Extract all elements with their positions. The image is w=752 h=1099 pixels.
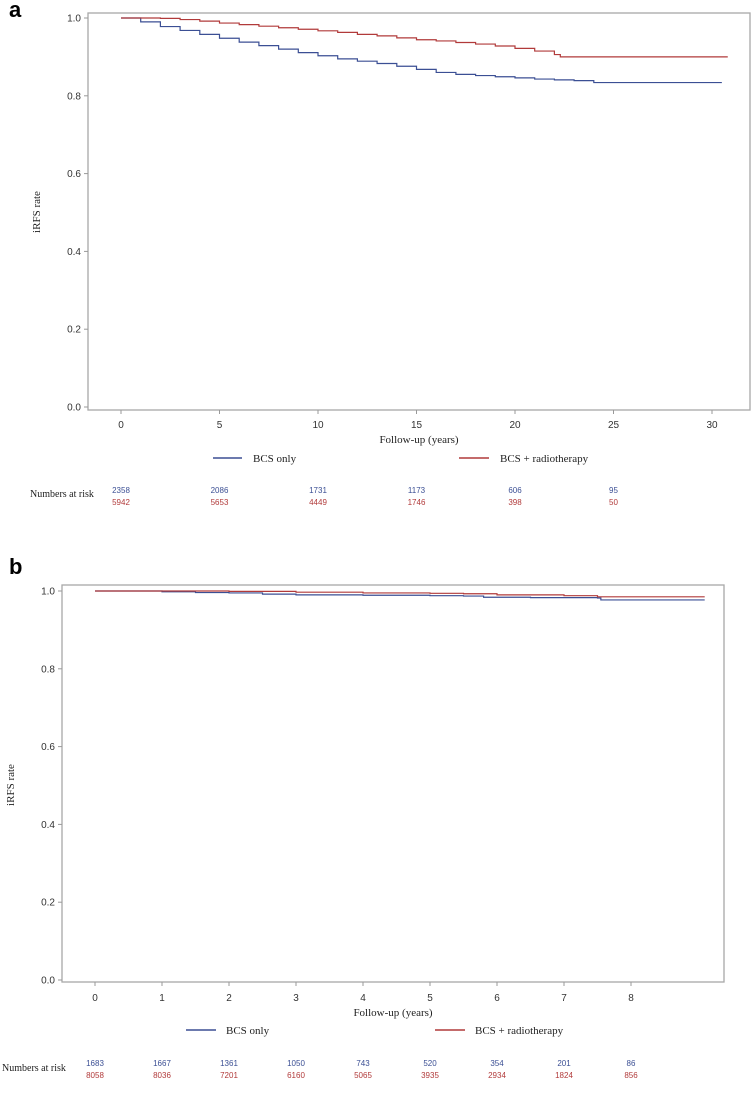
- panel-label-b: b: [9, 554, 23, 579]
- risk-count-bcs-only: 86: [627, 1059, 636, 1068]
- risk-count-bcs-only: 1667: [153, 1059, 171, 1068]
- risk-count-bcs-only: 95: [609, 486, 618, 495]
- curve-bcs-only: [121, 17, 722, 84]
- risk-count-bcs-radiotherapy: 4449: [309, 498, 327, 507]
- risk-count-bcs-radiotherapy: 856: [624, 1071, 638, 1080]
- curve-bcs-radiotherapy: [95, 590, 705, 598]
- risk-count-bcs-only: 1361: [220, 1059, 238, 1068]
- y-tick-label: 0.2: [41, 898, 55, 909]
- risk-count-bcs-radiotherapy: 1824: [555, 1071, 573, 1080]
- x-tick-label: 4: [360, 993, 366, 1004]
- km-chart-a: 0.0 0.2 0.4 0.6 0.8 1.0 0 5 10 15 20 25 30 iRFS rate F…: [30, 12, 751, 507]
- y-tick-label: 0.4: [67, 247, 81, 258]
- x-tick-label: 5: [427, 993, 433, 1004]
- y-axis-title: iRFS rate: [5, 764, 17, 806]
- y-axis-title: iRFS rate: [31, 191, 43, 233]
- numbers-at-risk-label: Numbers at risk: [2, 1063, 66, 1074]
- plot-frame: [61, 584, 725, 983]
- risk-count-bcs-radiotherapy: 5942: [112, 498, 130, 507]
- risk-count-bcs-radiotherapy: 5653: [211, 498, 229, 507]
- x-tick-label: 0: [118, 420, 124, 431]
- risk-count-bcs-only: 606: [508, 486, 522, 495]
- risk-count-bcs-only: 201: [557, 1059, 571, 1068]
- risk-count-bcs-only: 1683: [86, 1059, 104, 1068]
- risk-count-bcs-only: 2086: [211, 486, 229, 495]
- panel-label-a: a: [9, 0, 22, 22]
- y-tick-label: 1.0: [67, 14, 81, 25]
- legend-label-bcs-only: BCS only: [226, 1025, 270, 1037]
- risk-count-bcs-only: 743: [356, 1059, 370, 1068]
- legend-label-bcs-radiotherapy: BCS + radiotherapy: [475, 1025, 564, 1037]
- y-tick-label: 0.8: [41, 664, 55, 675]
- risk-count-bcs-only: 520: [423, 1059, 437, 1068]
- y-tick-label: 0.4: [41, 820, 55, 831]
- numbers-at-risk-label: Numbers at risk: [30, 489, 94, 500]
- curve-bcs-only: [95, 590, 705, 601]
- risk-count-bcs-radiotherapy: 7201: [220, 1071, 238, 1080]
- risk-count-bcs-radiotherapy: 8058: [86, 1071, 104, 1080]
- x-tick-label: 20: [509, 420, 521, 431]
- plot-frame: [87, 12, 751, 411]
- x-tick-label: 7: [561, 993, 567, 1004]
- x-tick-label: 3: [293, 993, 299, 1004]
- risk-count-bcs-radiotherapy: 5065: [354, 1071, 372, 1080]
- risk-count-bcs-only: 2358: [112, 486, 130, 495]
- x-tick-label: 10: [312, 420, 324, 431]
- y-tick-label: 0.0: [41, 976, 55, 987]
- x-axis-title: Follow-up (years): [379, 434, 458, 446]
- x-tick-label: 30: [706, 420, 718, 431]
- risk-count-bcs-radiotherapy: 8036: [153, 1071, 171, 1080]
- legend-label-bcs-radiotherapy: BCS + radiotherapy: [500, 453, 589, 465]
- x-tick-label: 6: [494, 993, 500, 1004]
- risk-count-bcs-only: 1050: [287, 1059, 305, 1068]
- risk-count-bcs-radiotherapy: 50: [609, 498, 618, 507]
- curve-bcs-radiotherapy: [121, 17, 728, 58]
- y-tick-label: 0.8: [67, 91, 81, 102]
- y-tick-label: 1.0: [41, 587, 55, 598]
- x-tick-label: 15: [411, 420, 423, 431]
- risk-count-bcs-radiotherapy: 3935: [421, 1071, 439, 1080]
- x-tick-label: 8: [628, 993, 634, 1004]
- risk-count-bcs-radiotherapy: 6160: [287, 1071, 305, 1080]
- y-tick-label: 0.6: [67, 169, 81, 180]
- x-tick-label: 0: [92, 993, 98, 1004]
- risk-count-bcs-radiotherapy: 1746: [408, 498, 426, 507]
- risk-count-bcs-radiotherapy: 398: [508, 498, 522, 507]
- legend-label-bcs-only: BCS only: [253, 453, 297, 465]
- risk-count-bcs-only: 1731: [309, 486, 327, 495]
- risk-count-bcs-only: 354: [490, 1059, 504, 1068]
- x-tick-label: 2: [226, 993, 232, 1004]
- x-tick-label: 5: [217, 420, 223, 431]
- risk-count-bcs-radiotherapy: 2934: [488, 1071, 506, 1080]
- y-tick-label: 0.2: [67, 325, 81, 336]
- x-axis-title: Follow-up (years): [353, 1007, 432, 1019]
- y-tick-label: 0.6: [41, 742, 55, 753]
- y-tick-label: 0.0: [67, 403, 81, 414]
- risk-count-bcs-only: 1173: [408, 486, 426, 495]
- x-tick-label: 1: [159, 993, 165, 1004]
- x-tick-label: 25: [608, 420, 620, 431]
